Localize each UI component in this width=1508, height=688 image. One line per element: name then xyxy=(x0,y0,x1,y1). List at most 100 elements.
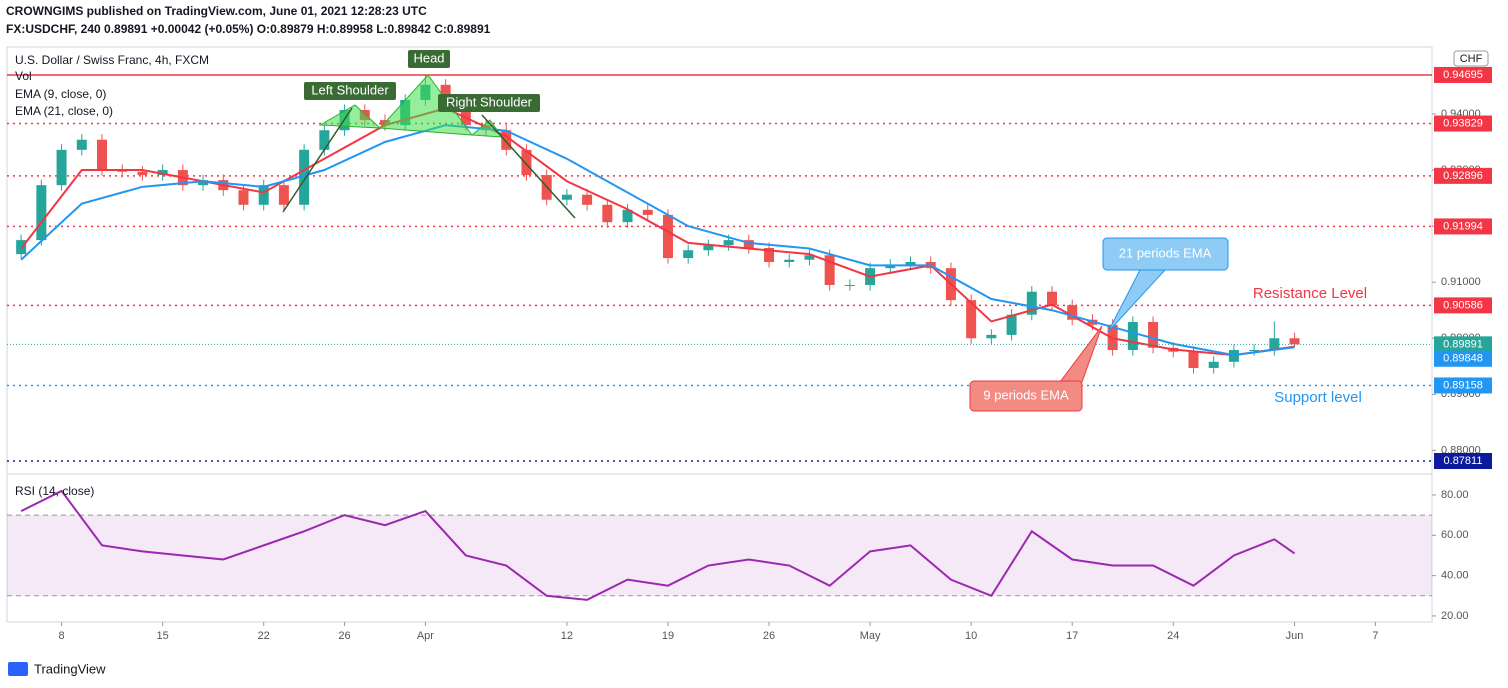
candle-body xyxy=(1289,338,1300,345)
candle-body xyxy=(521,149,532,176)
annotation: 21 periods EMA xyxy=(1119,245,1212,260)
x-tick-label: Apr xyxy=(417,630,434,642)
price-label-box xyxy=(1434,452,1492,469)
legend-vol: Vol xyxy=(15,69,32,83)
annotation-box xyxy=(969,380,1083,412)
annotation: Support level xyxy=(1274,389,1362,406)
currency: CHF xyxy=(1460,53,1483,65)
candle-body xyxy=(36,185,47,241)
trend-line xyxy=(282,107,353,213)
candle-body xyxy=(764,247,775,262)
indicator-line xyxy=(20,124,1295,357)
candle-body xyxy=(642,209,653,215)
rsi-band xyxy=(7,515,1432,596)
candle-body xyxy=(198,180,209,186)
candle-body xyxy=(238,190,249,205)
candle-body xyxy=(966,300,977,339)
candle-body xyxy=(278,185,289,205)
plot xyxy=(7,74,1436,626)
candle-body xyxy=(319,130,330,150)
price-label-box xyxy=(1434,115,1492,132)
candle-body xyxy=(1067,305,1078,320)
price-label: 0.87811 xyxy=(1444,455,1483,467)
x-tick-label: 19 xyxy=(662,630,674,642)
annotation: Left Shoulder xyxy=(311,82,389,97)
indicator-line xyxy=(20,489,1296,601)
x-tick-label: 15 xyxy=(157,630,169,642)
legend-entry: RSI (14, close) xyxy=(15,484,94,498)
logo xyxy=(8,662,28,676)
x-tick-label: Jun xyxy=(1286,630,1304,642)
candle-body xyxy=(1006,314,1017,335)
candle-body xyxy=(683,250,694,259)
candle-body xyxy=(703,245,714,251)
left-shoulder-shape xyxy=(318,104,382,129)
last-price-label: 0.89891 xyxy=(1443,338,1483,350)
candle-body xyxy=(602,204,613,223)
candle-body xyxy=(905,261,916,265)
legend-entry: EMA (9, close, 0) xyxy=(15,87,106,101)
candle-body xyxy=(582,194,593,205)
pattern xyxy=(282,74,576,219)
annotation-box xyxy=(408,50,450,68)
x-tick-label: 7 xyxy=(1372,630,1378,642)
x-tick-label: 26 xyxy=(338,630,350,642)
candle-body xyxy=(723,240,734,246)
candle-body xyxy=(986,334,997,339)
price-label-box xyxy=(1434,66,1492,83)
candle-body xyxy=(1188,351,1199,368)
candle-body xyxy=(258,185,269,205)
bid-label: 0.89848 xyxy=(1443,353,1483,365)
symbol-line: FX:USDCHF, 240 0.89891 +0.00042 (+0.05%)… xyxy=(6,22,491,36)
publisher: CROWNGIMS published on TradingView.com, … xyxy=(6,4,427,18)
legend-entry: EMA (21, close, 0) xyxy=(15,104,113,118)
candle-body xyxy=(97,139,107,171)
y-tick-label: 60.00 xyxy=(1441,529,1469,541)
candle-body xyxy=(299,149,310,205)
candle-body xyxy=(1148,321,1159,348)
x-tick-label: 26 xyxy=(763,630,775,642)
x-tick-label: 8 xyxy=(59,630,65,642)
price-label-box xyxy=(1434,377,1492,394)
candle-body xyxy=(137,171,148,176)
plot-frame xyxy=(6,46,1433,623)
y-tick-label: 40.00 xyxy=(1441,570,1469,582)
indicator-line xyxy=(20,107,1295,357)
y-tick-label: 80.00 xyxy=(1441,489,1469,501)
x-tick-label: 22 xyxy=(258,630,270,642)
trend-line xyxy=(481,114,576,219)
price-label-box xyxy=(1434,167,1492,184)
candle-body xyxy=(56,149,67,186)
y-tick-label: 0.91000 xyxy=(1441,276,1481,288)
x-tick-label: 24 xyxy=(1167,630,1179,642)
x-tick-label: 10 xyxy=(965,630,977,642)
candle-body xyxy=(824,255,835,285)
footer: TradingView xyxy=(34,661,106,676)
price-label-box xyxy=(1434,218,1492,235)
candle-body xyxy=(743,240,754,248)
price-label: 0.90586 xyxy=(1443,299,1483,311)
annotation-box xyxy=(304,82,396,100)
annotation: Resistance Level xyxy=(1253,285,1367,302)
annotation: 9 periods EMA xyxy=(983,387,1069,402)
candle-body xyxy=(1026,291,1037,315)
candle-body xyxy=(1269,338,1280,351)
annotation: Head xyxy=(413,50,444,65)
price-label: 0.89158 xyxy=(1443,379,1483,391)
candle-body xyxy=(1047,291,1057,306)
annotation-box xyxy=(438,94,540,112)
candle-body xyxy=(460,104,471,126)
x-tick-label: May xyxy=(860,630,881,642)
price-label: 0.94695 xyxy=(1443,69,1483,81)
currency-badge[interactable] xyxy=(1453,50,1489,67)
candle-body xyxy=(1249,350,1260,352)
candle-body xyxy=(622,209,633,223)
price-label: 0.92896 xyxy=(1443,170,1483,182)
candle-body xyxy=(76,139,87,150)
candle-body xyxy=(501,130,512,150)
price-label-box xyxy=(1434,297,1492,314)
annotation: Right Shoulder xyxy=(446,94,533,109)
price-label: 0.91994 xyxy=(1443,220,1483,232)
legend-title: U.S. Dollar / Swiss Franc, 4h, FXCM xyxy=(15,53,209,67)
